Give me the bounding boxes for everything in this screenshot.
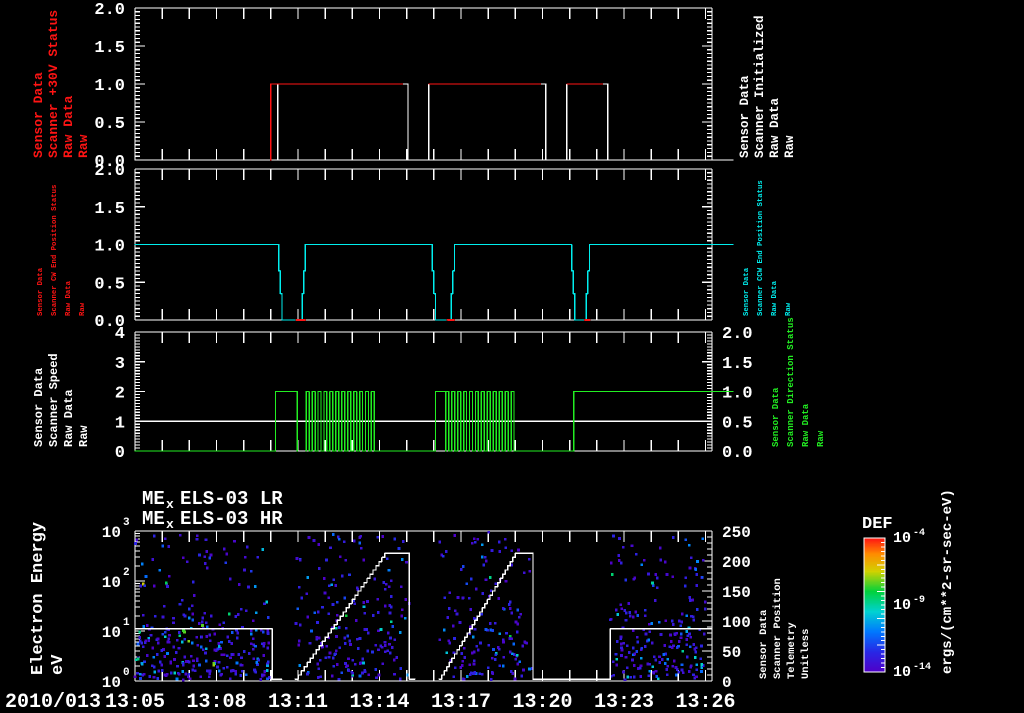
svg-text:ergs/(cm**2-sr-sec-eV): ergs/(cm**2-sr-sec-eV) bbox=[940, 489, 956, 674]
svg-text:-4: -4 bbox=[913, 528, 925, 539]
svg-text:Scanner CW End Position Status: Scanner CW End Position Status bbox=[51, 185, 59, 316]
svg-text:Raw: Raw bbox=[76, 134, 91, 158]
svg-text:Sensor Data: Sensor Data bbox=[771, 387, 781, 447]
svg-text:4: 4 bbox=[115, 325, 125, 344]
svg-text:Scanner CCW End Position Statu: Scanner CCW End Position Status bbox=[757, 180, 765, 316]
svg-text:eV: eV bbox=[49, 654, 68, 675]
svg-text:Scanner +30V Status: Scanner +30V Status bbox=[46, 10, 61, 158]
svg-text:0.5: 0.5 bbox=[94, 115, 125, 134]
svg-text:1.0: 1.0 bbox=[94, 77, 125, 96]
svg-text:2010/013: 2010/013 bbox=[5, 691, 101, 708]
svg-text:0: 0 bbox=[722, 674, 732, 692]
svg-text:Raw Data: Raw Data bbox=[61, 95, 76, 158]
svg-text:Sensor Data: Sensor Data bbox=[31, 72, 46, 158]
svg-text:13:08: 13:08 bbox=[186, 691, 246, 708]
svg-text:Raw: Raw bbox=[79, 302, 87, 316]
svg-text:Unitless: Unitless bbox=[800, 629, 812, 679]
svg-text:2.0: 2.0 bbox=[722, 325, 753, 344]
svg-text:13:11: 13:11 bbox=[268, 691, 328, 708]
svg-text:Raw: Raw bbox=[785, 302, 793, 316]
svg-text:Sensor Data: Sensor Data bbox=[32, 368, 46, 447]
svg-text:Electron Energy: Electron Energy bbox=[29, 522, 48, 675]
svg-text:Sensor Data: Sensor Data bbox=[743, 267, 751, 316]
svg-text:Scanner Speed: Scanner Speed bbox=[47, 353, 61, 447]
svg-text:3: 3 bbox=[123, 517, 130, 529]
svg-text:13:23: 13:23 bbox=[594, 691, 654, 708]
svg-text:Raw Data: Raw Data bbox=[62, 389, 76, 447]
svg-text:0.0: 0.0 bbox=[722, 444, 753, 463]
svg-text:ELS-03 LR: ELS-03 LR bbox=[180, 488, 283, 510]
svg-text:0: 0 bbox=[115, 444, 125, 463]
svg-text:10: 10 bbox=[102, 524, 121, 542]
svg-text:1.5: 1.5 bbox=[94, 200, 125, 219]
svg-text:10: 10 bbox=[102, 674, 121, 692]
svg-text:Sensor Data: Sensor Data bbox=[738, 75, 752, 158]
svg-text:13:20: 13:20 bbox=[512, 691, 572, 708]
svg-text:Raw: Raw bbox=[77, 425, 91, 447]
svg-text:Scanner Initialized: Scanner Initialized bbox=[753, 15, 767, 158]
svg-text:13:14: 13:14 bbox=[349, 691, 409, 708]
svg-text:Raw Data: Raw Data bbox=[768, 97, 782, 158]
svg-text:10: 10 bbox=[102, 624, 121, 642]
svg-text:2.0: 2.0 bbox=[94, 162, 125, 181]
svg-text:0.5: 0.5 bbox=[94, 275, 125, 294]
svg-text:10: 10 bbox=[893, 664, 911, 681]
svg-text:2: 2 bbox=[123, 567, 130, 579]
svg-text:Raw Data: Raw Data bbox=[65, 280, 73, 316]
svg-text:13:05: 13:05 bbox=[105, 691, 165, 708]
svg-text:100: 100 bbox=[722, 614, 751, 632]
svg-text:2.0: 2.0 bbox=[94, 1, 125, 20]
svg-text:Raw: Raw bbox=[816, 430, 826, 447]
svg-text:1.0: 1.0 bbox=[94, 238, 125, 257]
svg-text:13:17: 13:17 bbox=[431, 691, 491, 708]
svg-text:Sensor Data: Sensor Data bbox=[37, 267, 45, 316]
svg-text:2: 2 bbox=[115, 385, 125, 404]
svg-text:10: 10 bbox=[893, 530, 911, 547]
svg-text:Raw Data: Raw Data bbox=[771, 280, 779, 316]
svg-text:13:26: 13:26 bbox=[675, 691, 735, 708]
svg-text:1: 1 bbox=[123, 617, 130, 629]
svg-text:1.5: 1.5 bbox=[94, 39, 125, 58]
svg-text:250: 250 bbox=[722, 524, 751, 542]
svg-text:10: 10 bbox=[102, 574, 121, 592]
svg-text:x: x bbox=[166, 497, 174, 512]
svg-text:1.0: 1.0 bbox=[722, 385, 753, 404]
svg-text:Sensor Data: Sensor Data bbox=[758, 609, 770, 679]
svg-text:200: 200 bbox=[722, 554, 751, 572]
svg-text:50: 50 bbox=[722, 644, 741, 662]
svg-text:ME: ME bbox=[142, 488, 165, 510]
svg-text:1.5: 1.5 bbox=[722, 355, 753, 374]
svg-text:x: x bbox=[166, 517, 174, 532]
svg-text:Raw: Raw bbox=[783, 135, 797, 158]
svg-text:0.5: 0.5 bbox=[722, 414, 753, 433]
svg-text:DEF: DEF bbox=[862, 515, 893, 534]
svg-text:Scanner Direction Status: Scanner Direction Status bbox=[786, 317, 796, 447]
svg-text:10: 10 bbox=[893, 597, 911, 614]
svg-text:Telemetry: Telemetry bbox=[786, 622, 798, 679]
svg-text:150: 150 bbox=[722, 584, 751, 602]
svg-text:1: 1 bbox=[115, 414, 125, 433]
svg-text:-9: -9 bbox=[913, 595, 925, 606]
svg-text:0: 0 bbox=[123, 667, 130, 679]
svg-text:-14: -14 bbox=[913, 662, 931, 673]
svg-text:ELS-03 HR: ELS-03 HR bbox=[180, 508, 283, 530]
svg-text:Scanner Position: Scanner Position bbox=[772, 578, 784, 679]
svg-text:3: 3 bbox=[115, 355, 125, 374]
svg-text:Raw Data: Raw Data bbox=[801, 403, 811, 447]
svg-text:ME: ME bbox=[142, 508, 165, 530]
